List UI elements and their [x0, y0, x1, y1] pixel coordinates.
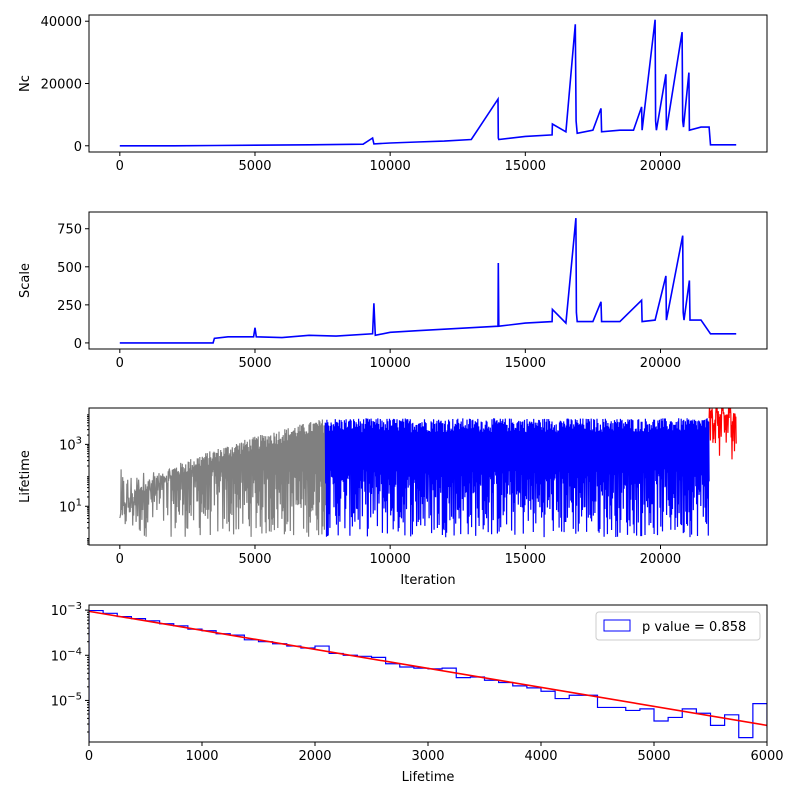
legend-swatch	[603, 619, 631, 632]
nc-panel: 0 5000 10000 15000 20000 0 20000 40000 Nc	[18, 14, 768, 174]
y-tick-label: 0	[74, 337, 82, 352]
plot-frame	[88, 407, 768, 546]
legend-label: p value = 0.858	[642, 620, 746, 635]
legend: p value = 0.858	[595, 611, 761, 641]
plot-frame	[88, 14, 768, 153]
y-tick-label: 500	[57, 261, 82, 276]
y-tick-label: 10−4	[51, 646, 82, 664]
series-line-0	[119, 19, 737, 147]
fit-line	[89, 610, 767, 727]
lifetime-histogram-panel: p value = 0.858 0 1000 2000 3000 4000 5000 6000…	[51, 601, 784, 785]
y-tick-label: 20000	[41, 78, 82, 93]
x-tick-label: 5000	[637, 749, 670, 764]
y-tick-label: 103	[59, 435, 82, 453]
x-axis-label: Iteration	[400, 573, 455, 588]
x-tick-label: 3000	[411, 749, 444, 764]
plot-frame	[88, 211, 768, 350]
x-tick-label: 5000	[238, 159, 271, 174]
y-tick-label: 40000	[41, 15, 82, 30]
x-tick-label: 10000	[369, 159, 410, 174]
x-tick-label: 15000	[505, 356, 546, 371]
y-tick-label: 10−3	[51, 601, 82, 619]
lifetime-panel: 0 5000 10000 15000 20000 101 103 Lifetime Iterat…	[18, 407, 768, 588]
x-axis-label: Lifetime	[402, 770, 455, 785]
x-tick-label: 15000	[505, 159, 546, 174]
x-tick-label: 20000	[640, 552, 681, 567]
y-tick-label: 0	[74, 140, 82, 155]
x-tick-label: 6000	[750, 749, 783, 764]
y-axis-label: Lifetime	[18, 450, 33, 503]
histogram-steps	[89, 609, 767, 742]
plot-area	[119, 19, 737, 147]
plot-area	[89, 609, 767, 742]
x-tick-label: 0	[116, 552, 124, 567]
x-tick-label: 20000	[640, 356, 681, 371]
x-tick-label: 0	[116, 356, 124, 371]
series-trace-1	[324, 418, 710, 538]
x-tick-label: 15000	[505, 552, 546, 567]
x-tick-label: 0	[85, 749, 93, 764]
series-trace-0	[119, 419, 326, 537]
x-tick-label: 20000	[640, 159, 681, 174]
y-axis-label: Nc	[18, 75, 33, 92]
scale-panel: 0 5000 10000 15000 20000 0 250 500 750 Scale	[18, 211, 768, 371]
plot-frame	[88, 604, 768, 743]
y-tick-label: 101	[59, 497, 82, 515]
x-tick-label: 5000	[238, 552, 271, 567]
y-tick-label: 750	[57, 223, 82, 238]
x-tick-label: 2000	[298, 749, 331, 764]
y-axis-label: Scale	[18, 263, 33, 298]
y-tick-label: 10−5	[51, 691, 82, 709]
x-tick-label: 0	[116, 159, 124, 174]
x-tick-label: 10000	[369, 356, 410, 371]
x-tick-label: 4000	[524, 749, 557, 764]
plot-area	[119, 408, 737, 538]
x-tick-label: 5000	[238, 356, 271, 371]
y-tick-label: 250	[57, 299, 82, 314]
x-tick-label: 10000	[369, 552, 410, 567]
x-tick-label: 1000	[185, 749, 218, 764]
legend-box	[595, 611, 761, 641]
series-line-0	[119, 218, 737, 344]
plot-area	[119, 218, 737, 344]
